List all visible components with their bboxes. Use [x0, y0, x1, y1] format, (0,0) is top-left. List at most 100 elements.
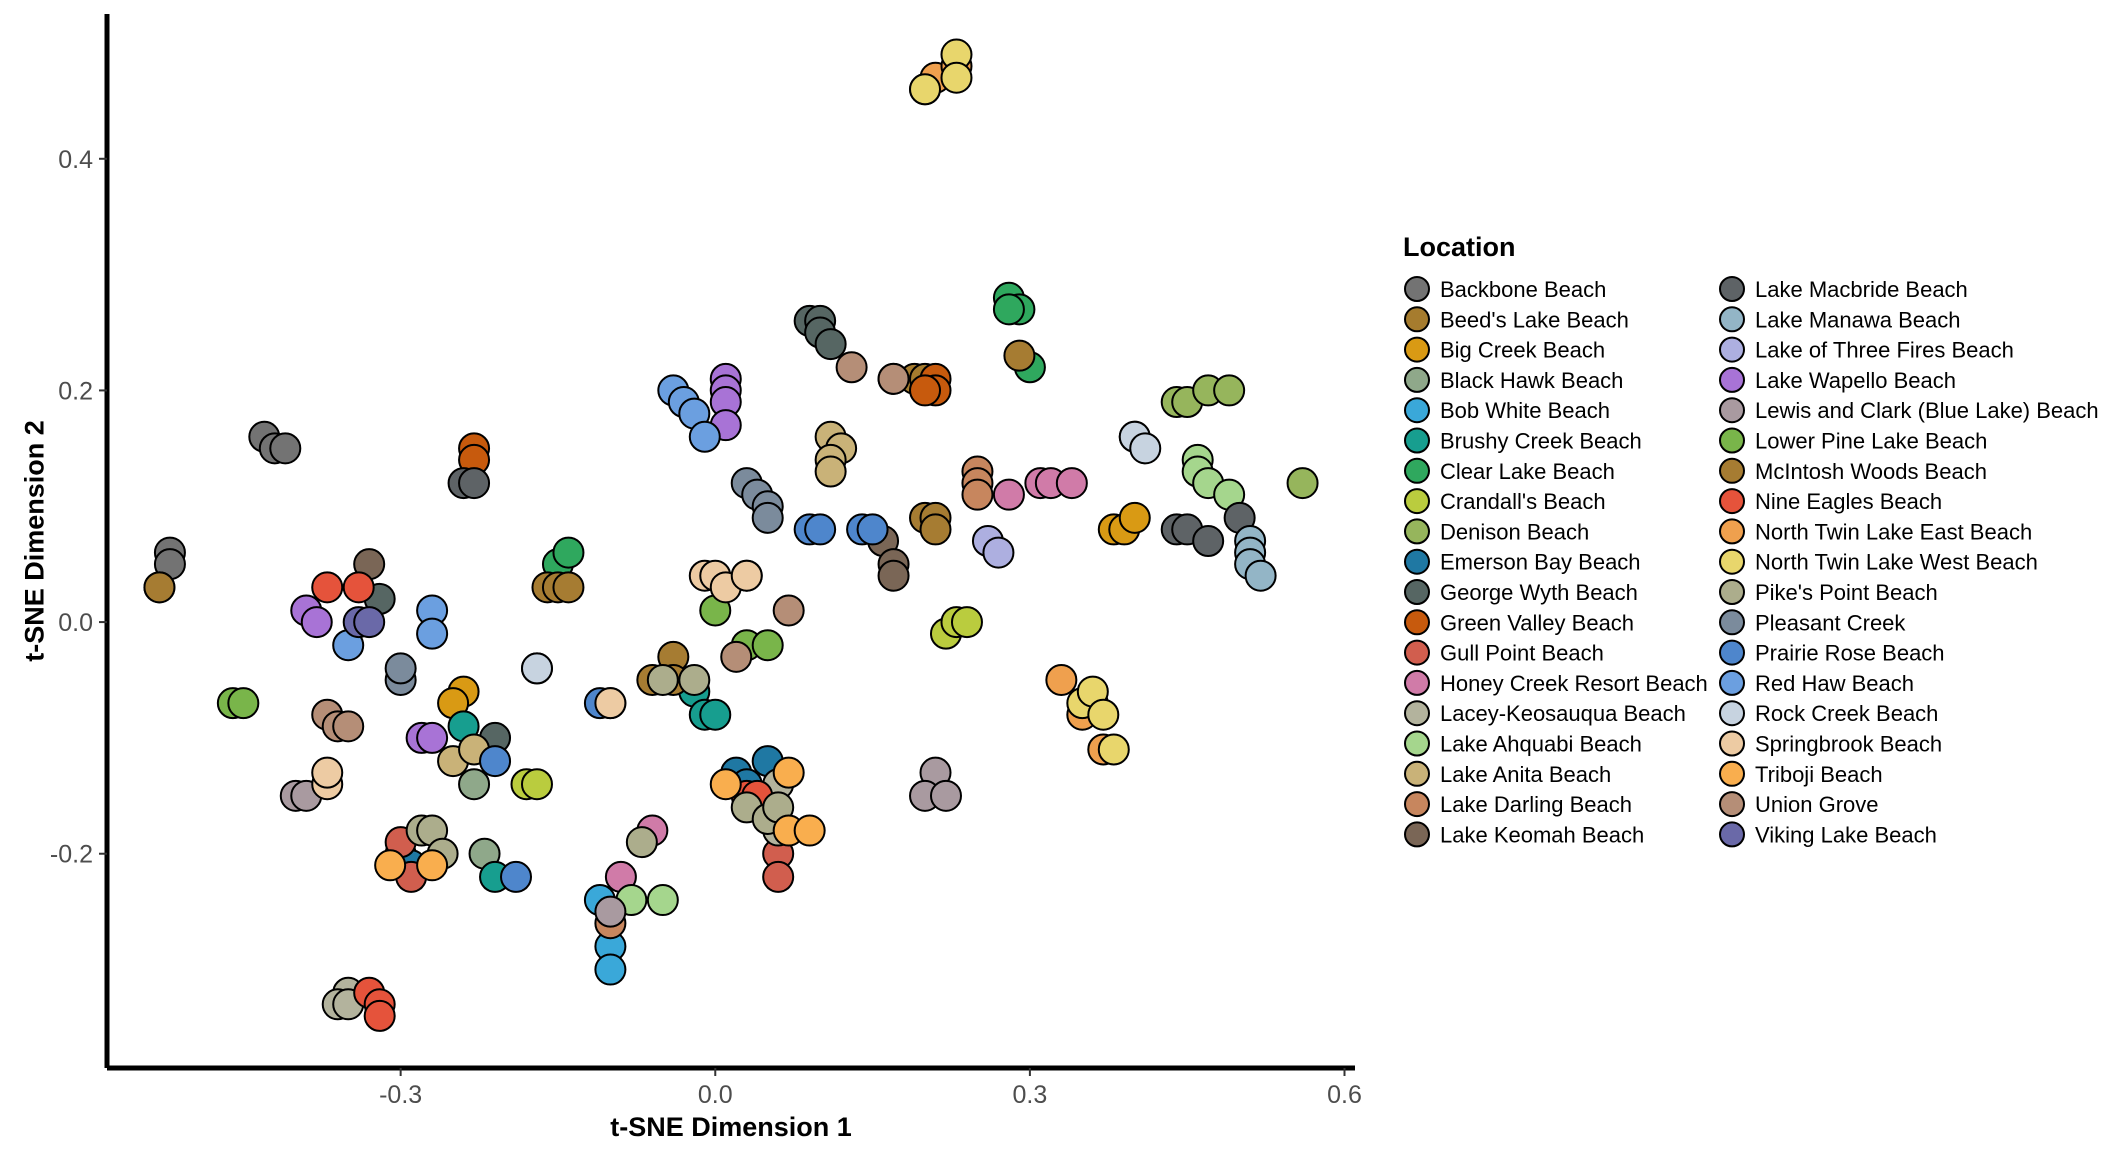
data-point [594, 895, 627, 928]
legend-item: Lake Ahquabi Beach [1404, 730, 1642, 757]
data-point [646, 884, 679, 917]
series-27 [909, 50, 1120, 766]
legend-swatch [1719, 336, 1745, 363]
data-point [374, 849, 407, 882]
legend-label: George Wyth Beach [1440, 580, 1638, 605]
legend-item: Lower Pine Lake Beach [1719, 427, 1987, 454]
legend-label: Lake Darling Beach [1440, 792, 1632, 817]
legend-title: Location [1403, 232, 1516, 262]
x-tick-label: 0.3 [1013, 1081, 1048, 1109]
legend-label: Emerson Bay Beach [1440, 550, 1641, 575]
legend-item: Rock Creek Beach [1719, 700, 1938, 727]
legend-label: Green Valley Beach [1440, 610, 1634, 635]
data-point [311, 756, 344, 789]
data-point [909, 374, 942, 407]
legend-label: Prairie Rose Beach [1755, 641, 1945, 666]
legend-label: Lake Keomah Beach [1440, 822, 1644, 847]
legend-swatch [1404, 669, 1430, 696]
x-tick-label: -0.3 [379, 1081, 422, 1109]
legend-item: Union Grove [1719, 791, 1879, 818]
data-point [919, 513, 952, 546]
data-point [458, 467, 491, 500]
legend-swatch [1404, 700, 1430, 727]
legend: Location Backbone Beach Beed's Lake Beach… [1403, 232, 2099, 848]
legend-label: Gull Point Beach [1440, 641, 1604, 666]
legend-item: Denison Beach [1404, 518, 1589, 545]
data-point [814, 328, 847, 361]
data-point [416, 721, 449, 754]
legend-item: Backbone Beach [1404, 276, 1606, 302]
legend-label: Lake Wapello Beach [1755, 368, 1956, 393]
series-8 [1160, 374, 1319, 500]
legend-swatch [1719, 306, 1745, 333]
data-point [594, 687, 627, 720]
data-point [1192, 525, 1225, 557]
series-35 [374, 756, 826, 882]
legend-label: McIntosh Woods Beach [1755, 459, 1987, 484]
legend-item: North Twin Lake West Beach [1719, 548, 2038, 575]
legend-item: McIntosh Woods Beach [1719, 457, 1987, 484]
legend-label: Big Creek Beach [1440, 338, 1605, 363]
legend-item: Beed's Lake Beach [1404, 306, 1629, 333]
legend-swatch [1404, 609, 1430, 636]
series-14 [321, 768, 795, 1021]
series-25 [143, 339, 1036, 696]
legend-item: Nine Eagles Beach [1719, 488, 1942, 515]
data-point [772, 594, 805, 627]
legend-item: Lake Wapello Beach [1719, 366, 1956, 393]
legend-label: Lake Anita Beach [1440, 762, 1611, 787]
legend-label: Union Grove [1755, 792, 1879, 817]
legend-swatch [1719, 639, 1745, 666]
series-3 [458, 768, 501, 870]
legend-label: Lacey-Keosauqua Beach [1440, 701, 1686, 726]
data-point [982, 536, 1015, 569]
legend-item: Triboji Beach [1719, 760, 1883, 787]
data-point [416, 617, 449, 650]
scatter-points [143, 38, 1319, 1032]
data-point [1045, 663, 1078, 696]
legend-label: Brushy Creek Beach [1440, 429, 1642, 454]
legend-label: Lewis and Clark (Blue Lake) Beach [1755, 398, 2099, 423]
data-point [300, 606, 333, 639]
legend-label: Triboji Beach [1755, 762, 1883, 787]
data-point [1097, 733, 1130, 766]
series-36 [311, 351, 910, 743]
data-point [877, 559, 910, 592]
legend-label: Bob White Beach [1440, 398, 1610, 423]
series-23 [279, 756, 962, 928]
data-point [814, 455, 847, 488]
x-tick-label: 0.0 [698, 1081, 733, 1109]
data-point [992, 293, 1025, 326]
legend-label: Red Haw Beach [1755, 671, 1914, 696]
series-16 [437, 420, 858, 778]
data-point [311, 571, 344, 604]
data-point [269, 432, 302, 465]
legend-item: Lake Keomah Beach [1404, 821, 1644, 848]
legend-item: George Wyth Beach [1404, 579, 1638, 605]
legend-item: Pike's Point Beach [1719, 579, 1938, 605]
legend-label: Lake Macbride Beach [1755, 277, 1968, 302]
data-point [500, 860, 533, 893]
data-point [992, 478, 1025, 511]
legend-swatch [1719, 366, 1745, 393]
legend-swatch [1404, 791, 1430, 818]
legend-item: Lake Darling Beach [1404, 791, 1632, 818]
data-point [751, 629, 784, 662]
data-point [720, 640, 753, 673]
x-axis-title: t-SNE Dimension 1 [610, 1112, 852, 1142]
legend-item: Lewis and Clark (Blue Lake) Beach [1719, 397, 2099, 424]
series-24 [216, 594, 784, 720]
data-point [804, 513, 837, 546]
legend-item: Green Valley Beach [1404, 609, 1634, 636]
data-point [1129, 432, 1162, 465]
data-point [877, 362, 910, 395]
legend-swatch [1404, 821, 1430, 848]
legend-item: Prairie Rose Beach [1719, 639, 1945, 666]
legend-label: Pleasant Creek [1755, 610, 1906, 635]
series-28 [909, 38, 1130, 766]
legend-swatch [1719, 609, 1745, 636]
legend-swatch [1404, 548, 1430, 575]
series-37 [342, 606, 386, 639]
data-point [793, 814, 826, 847]
y-tick-label: 0.4 [58, 146, 93, 174]
